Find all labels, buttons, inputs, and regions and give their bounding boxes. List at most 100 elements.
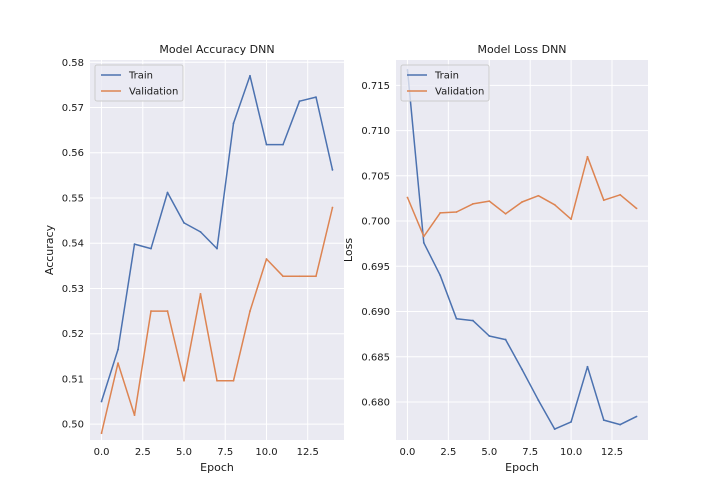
accuracy-legend-box <box>94 64 184 102</box>
loss-ticks: 0.0 2.5 5.0 7.5 10.0 12.5 0.680 0.685 0.690 0.695… <box>361 81 623 458</box>
loss-validation-point <box>406 196 409 199</box>
loss-train-point <box>570 421 572 423</box>
loss-x-tick-label: 2.5 <box>440 447 456 458</box>
loss-train-point <box>488 335 491 337</box>
accuracy-y-tick-label: 0.51 <box>62 374 84 385</box>
loss-x-tick-label: 12.5 <box>601 447 623 458</box>
loss-train-point <box>553 428 556 431</box>
accuracy-validation-point <box>166 310 169 312</box>
accuracy-train-point <box>298 100 301 103</box>
loss-train-point <box>439 274 442 277</box>
loss-train-point <box>521 368 523 371</box>
loss-y-tick-label: 0.705 <box>361 171 390 182</box>
accuracy-validation-point <box>100 432 103 435</box>
loss-chart-title: Model Loss DNN <box>477 43 566 56</box>
accuracy-train-point <box>150 247 152 250</box>
loss-y-tick-label: 0.695 <box>361 262 390 273</box>
accuracy-x-axis-label: Epoch <box>200 461 234 474</box>
accuracy-validation-point <box>265 258 268 260</box>
loss-validation-point <box>586 155 589 158</box>
accuracy-chart-title: Model Accuracy DNN <box>159 43 274 56</box>
accuracy-x-tick-label: 0.0 <box>94 447 110 458</box>
accuracy-series <box>100 74 334 435</box>
accuracy-train-point <box>166 191 169 194</box>
accuracy-legend: Train Validation <box>94 64 184 102</box>
loss-validation-point <box>521 201 523 203</box>
accuracy-y-tick-label: 0.56 <box>62 148 84 159</box>
loss-train-point <box>619 423 622 426</box>
accuracy-validation-point <box>133 414 136 417</box>
loss-y-axis-label: Loss <box>342 238 355 262</box>
loss-validation-point <box>635 207 638 210</box>
loss-train-point <box>537 399 540 402</box>
accuracy-validation-point <box>216 379 218 382</box>
accuracy-validation-point <box>150 310 152 312</box>
loss-x-tick-label: 7.5 <box>522 447 538 458</box>
loss-x-tick-label: 5.0 <box>481 447 497 458</box>
accuracy-plot-area <box>90 60 344 440</box>
accuracy-validation-point <box>282 275 284 278</box>
loss-y-tick-label: 0.685 <box>361 352 390 363</box>
loss-train-point <box>504 338 507 341</box>
loss-train-point <box>472 319 474 322</box>
loss-validation-point <box>619 193 622 196</box>
loss-validation-point <box>472 202 474 205</box>
loss-x-tick-label: 0.0 <box>400 447 416 458</box>
loss-legend-train-label: Train <box>434 71 459 82</box>
loss-validation-point <box>602 199 605 202</box>
loss-x-tick-label: 10.0 <box>560 447 582 458</box>
accuracy-x-tick-label: 10.0 <box>255 447 277 458</box>
loss-train-point <box>586 365 589 368</box>
accuracy-validation-point <box>232 379 235 382</box>
loss-plot: 0.0 2.5 5.0 7.5 10.0 12.5 0.680 0.685 0.690 0.695… <box>342 43 648 474</box>
accuracy-plot: 0.0 2.5 5.0 7.5 10.0 12.5 0.50 0.51 0.52 0.53 0.54… <box>43 43 344 474</box>
loss-y-tick-label: 0.690 <box>361 307 390 318</box>
accuracy-train-point <box>117 348 119 351</box>
loss-y-tick-label: 0.710 <box>361 126 390 137</box>
loss-validation-point <box>422 235 425 238</box>
loss-validation-point <box>570 218 572 221</box>
accuracy-train-point <box>199 231 202 233</box>
accuracy-x-tick-label: 12.5 <box>297 447 319 458</box>
accuracy-validation-point <box>183 379 185 382</box>
loss-grid <box>396 60 648 440</box>
loss-train-point <box>422 241 425 244</box>
accuracy-x-tick-label: 2.5 <box>135 447 151 458</box>
loss-y-tick-label: 0.680 <box>361 398 390 409</box>
accuracy-validation-point <box>117 362 119 364</box>
loss-y-tick-label: 0.715 <box>361 81 390 92</box>
accuracy-validation-point <box>249 310 251 312</box>
accuracy-train-point <box>216 247 218 250</box>
accuracy-y-tick-label: 0.50 <box>62 420 84 431</box>
accuracy-validation-point <box>199 292 202 295</box>
loss-validation-point <box>488 200 491 203</box>
accuracy-validation-point <box>331 206 334 209</box>
accuracy-y-tick-label: 0.52 <box>62 329 84 340</box>
loss-validation-point <box>455 211 458 213</box>
loss-train-point <box>455 317 458 320</box>
loss-validation-point <box>553 203 556 206</box>
loss-plot-area <box>396 60 648 440</box>
loss-x-axis-label: Epoch <box>505 461 539 474</box>
loss-validation-point <box>504 212 507 215</box>
accuracy-y-axis-label: Accuracy <box>43 224 56 275</box>
loss-legend: Train Validation <box>400 64 490 102</box>
accuracy-y-tick-label: 0.53 <box>62 284 84 295</box>
accuracy-legend-validation-label: Validation <box>129 87 178 98</box>
accuracy-legend-train-label: Train <box>128 71 153 82</box>
accuracy-train-point <box>232 122 235 125</box>
accuracy-train-point <box>183 221 185 224</box>
loss-validation-point <box>537 194 540 197</box>
accuracy-validation-point <box>298 275 301 278</box>
loss-train-point <box>635 415 638 418</box>
loss-validation-point <box>439 212 442 214</box>
accuracy-train-point <box>315 96 317 98</box>
accuracy-train-point <box>249 74 251 77</box>
accuracy-train-point <box>133 243 136 246</box>
accuracy-x-tick-label: 5.0 <box>176 447 192 458</box>
accuracy-train-point <box>331 169 334 171</box>
loss-legend-validation-label: Validation <box>435 87 484 98</box>
accuracy-ticks: 0.0 2.5 5.0 7.5 10.0 12.5 0.50 0.51 0.52 0.53 0.54… <box>62 58 319 458</box>
accuracy-y-tick-label: 0.55 <box>62 193 84 204</box>
